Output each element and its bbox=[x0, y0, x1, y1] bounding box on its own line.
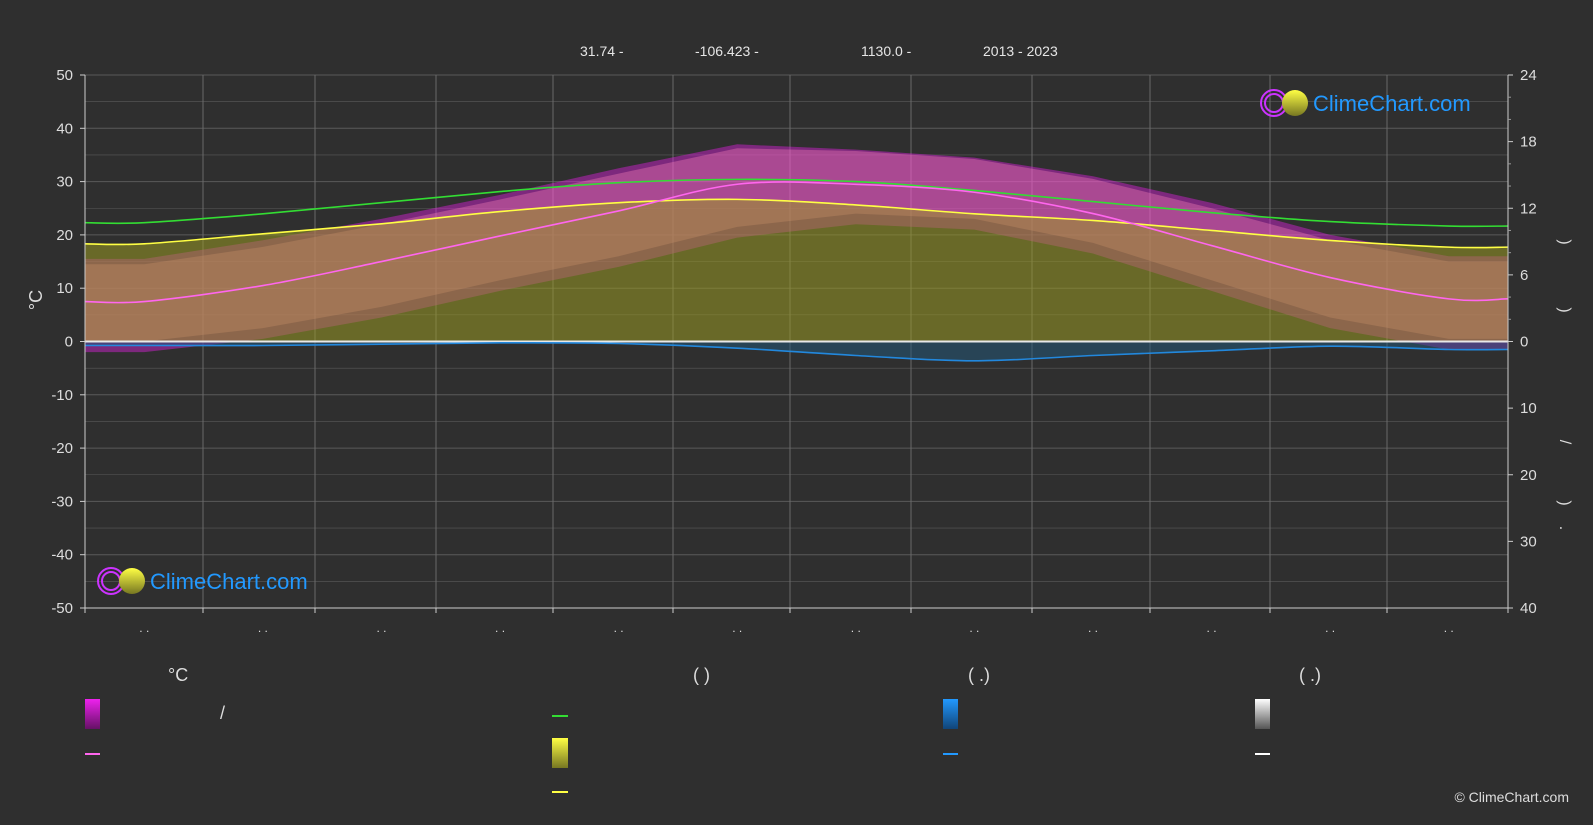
data-lines bbox=[84, 178, 1509, 362]
legend-swatch-temp-band bbox=[85, 699, 100, 729]
legend-swatch-precip-area bbox=[943, 699, 958, 729]
header-latitude: 31.74 - bbox=[580, 43, 624, 59]
logo-text: ClimeChart.com bbox=[150, 569, 308, 594]
y-tick-label-right: 40 bbox=[1520, 600, 1537, 617]
y-tick-label-left: 30 bbox=[56, 174, 73, 191]
legend-heading-precip: ( .) bbox=[968, 665, 990, 685]
y-axis-label-right: . bbox=[1556, 526, 1573, 530]
logo-text: ClimeChart.com bbox=[1313, 91, 1471, 116]
x-tick-label: . . bbox=[969, 621, 979, 635]
header-years: 2013 - 2023 bbox=[983, 43, 1058, 59]
axes: 50 40 30 20 10 0 -10 -20 -30 -40 -50 24 18 12 6 0 10 20 30… bbox=[51, 67, 1573, 635]
x-tick-label: . . bbox=[1207, 621, 1217, 635]
y-tick-label-left: 50 bbox=[56, 67, 73, 84]
x-tick-label: . . bbox=[732, 621, 742, 635]
y-tick-label-right: 30 bbox=[1520, 533, 1537, 550]
y-axis-label-left: °C bbox=[26, 290, 46, 310]
x-tick-label: . . bbox=[614, 621, 624, 635]
y-tick-label-right: 0 bbox=[1520, 334, 1528, 351]
logo-bottom: ClimeChart.com bbox=[97, 567, 308, 595]
legend-swatch-sunshine-area bbox=[552, 738, 568, 768]
y-tick-label-left: 0 bbox=[65, 334, 73, 351]
logo-ring-inner-icon bbox=[101, 571, 121, 591]
y-tick-label-right: 10 bbox=[1520, 400, 1537, 417]
header-elevation: 1130.0 - bbox=[861, 43, 912, 59]
y-tick-label-left: -10 bbox=[51, 387, 73, 404]
y-tick-label-right: 24 bbox=[1520, 67, 1537, 84]
temperature-mean-line bbox=[84, 181, 1509, 304]
x-tick-label: . . bbox=[139, 621, 149, 635]
y-axis-label-right: ) bbox=[1556, 500, 1573, 505]
legend-heading-daylight: ( ) bbox=[693, 665, 710, 685]
header-longitude: -106.423 - bbox=[695, 43, 759, 59]
logo-top: ClimeChart.com bbox=[1260, 89, 1471, 117]
y-tick-label-right: 6 bbox=[1520, 267, 1528, 284]
sunshine-area bbox=[85, 199, 1508, 342]
y-tick-label-left: 10 bbox=[56, 280, 73, 297]
y-axis-label-right: / bbox=[1556, 440, 1573, 445]
y-tick-label-right: 18 bbox=[1520, 134, 1537, 151]
copyright: © ClimeChart.com bbox=[1454, 789, 1569, 805]
legend-heading-temperature: °C bbox=[168, 665, 189, 685]
y-axis-label-right: ) bbox=[1556, 239, 1573, 244]
x-tick-label: . . bbox=[495, 621, 505, 635]
logo-sun-icon bbox=[1282, 90, 1308, 116]
y-tick-label-right: 12 bbox=[1520, 200, 1537, 217]
y-tick-label-left: -50 bbox=[51, 600, 73, 617]
legend-swatch-snow-area bbox=[1255, 699, 1270, 729]
y-tick-label-left: -30 bbox=[51, 493, 73, 510]
data-bands bbox=[85, 144, 1508, 361]
x-tick-label: . . bbox=[1325, 621, 1335, 635]
y-tick-label-left: 40 bbox=[56, 120, 73, 137]
sunshine-line bbox=[84, 198, 1509, 249]
logo-ring-inner-icon bbox=[1264, 93, 1284, 113]
logo-sun-icon bbox=[119, 568, 145, 594]
daylight-line bbox=[84, 178, 1509, 228]
x-tick-label: . . bbox=[1444, 621, 1454, 635]
legend-heading-snow: ( .) bbox=[1299, 665, 1321, 685]
x-tick-label: . . bbox=[1088, 621, 1098, 635]
precipitation-line bbox=[84, 341, 1509, 362]
x-tick-label: . . bbox=[851, 621, 861, 635]
y-axis-label-right: ) bbox=[1556, 307, 1573, 312]
y-tick-label-left: -40 bbox=[51, 547, 73, 564]
y-tick-label-right: 20 bbox=[1520, 467, 1537, 484]
x-tick-label: . . bbox=[376, 621, 386, 635]
legend-slash: / bbox=[220, 703, 226, 723]
y-tick-label-left: -20 bbox=[51, 440, 73, 457]
x-tick-label: . . bbox=[258, 621, 268, 635]
y-tick-label-left: 20 bbox=[56, 227, 73, 244]
